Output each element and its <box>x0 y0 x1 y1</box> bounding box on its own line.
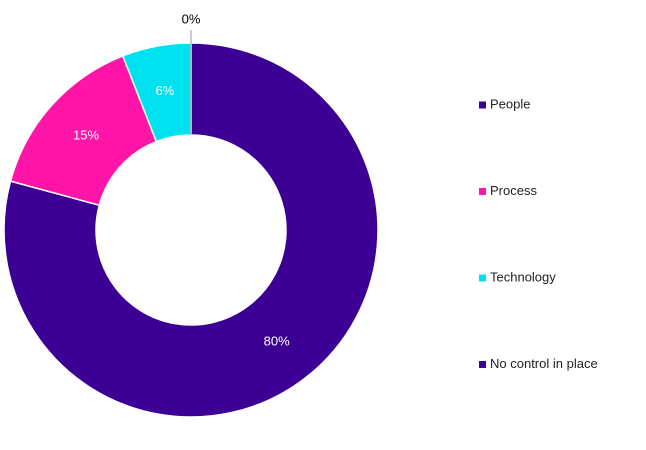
data-label: 15% <box>73 127 99 142</box>
legend-label: People <box>490 96 530 111</box>
legend-label: Technology <box>490 269 556 284</box>
legend-swatch <box>479 274 486 282</box>
legend-swatch <box>479 101 486 109</box>
donut-slice <box>9 54 158 207</box>
legend-swatch <box>479 361 486 368</box>
legend-label: No control in place <box>490 356 598 371</box>
data-label: 0% <box>182 11 201 26</box>
legend-swatch <box>479 188 486 195</box>
data-label: 6% <box>155 83 174 98</box>
donut-slice <box>3 42 379 418</box>
legend-label: Process <box>490 183 537 198</box>
data-label: 80% <box>264 333 290 348</box>
